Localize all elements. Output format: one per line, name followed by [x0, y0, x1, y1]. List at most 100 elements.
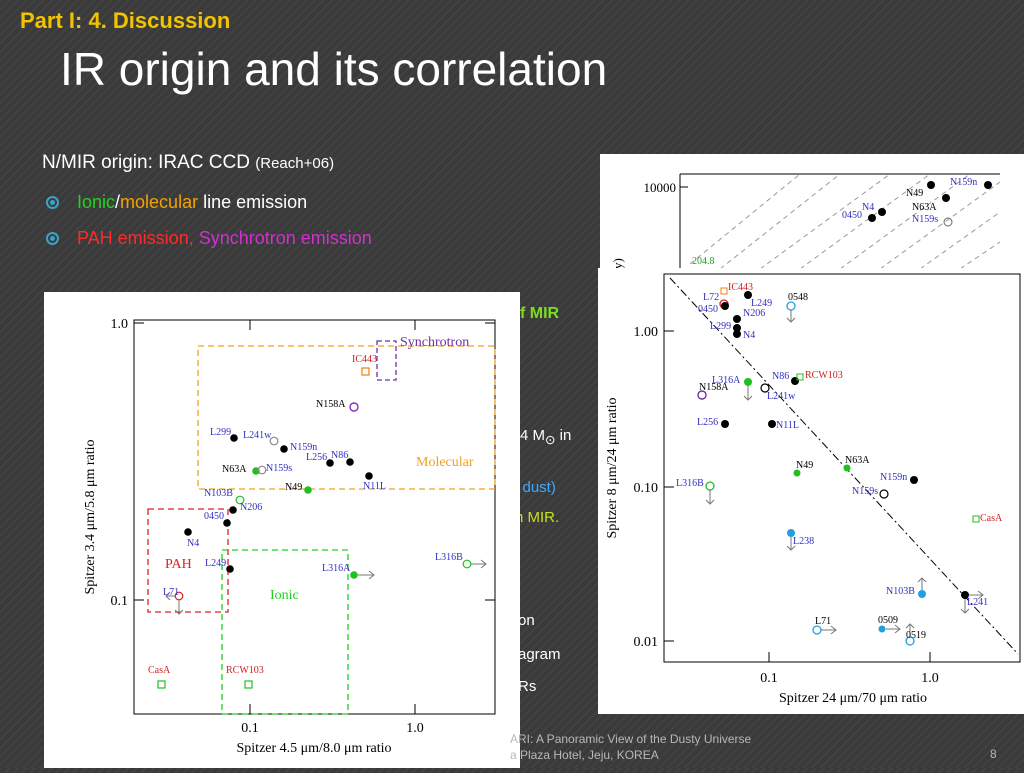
label-n159n: N159n: [880, 472, 907, 483]
point-n4: [878, 208, 886, 216]
point-ic443: [720, 287, 728, 295]
point-n4: [733, 324, 741, 332]
trend-line: [669, 277, 1019, 655]
ionic-text: Ionic: [77, 192, 116, 212]
label-l238: L238: [793, 536, 814, 547]
y-tick-label: 10000: [644, 180, 677, 195]
label-n159s: N159s: [912, 214, 938, 225]
fragment-diagram: agram: [518, 646, 561, 663]
label-0548: 0548: [788, 292, 808, 303]
label-204-8: 204.8: [692, 256, 715, 267]
label-0450: 0450: [204, 511, 224, 522]
x-axis-label: Spitzer 24 μm/70 μm ratio: [779, 691, 927, 706]
label-n103b: N103B: [204, 488, 233, 499]
slide-title: IR origin and its correlation: [60, 43, 608, 95]
plot-frame: [133, 319, 496, 715]
point-n63a: [942, 194, 950, 202]
point-rcw103: [796, 373, 804, 381]
label-n11l: N11L: [776, 420, 799, 431]
label-l241: L241: [967, 597, 988, 608]
fragment-rs: Rs: [518, 678, 537, 695]
label-l249: L249: [205, 558, 226, 569]
ionic-region: [221, 549, 349, 715]
label-n63a: N63A: [845, 455, 870, 466]
label-n49: N49: [796, 460, 813, 471]
axis-ticks: [664, 330, 931, 662]
label-ic443: IC443: [728, 282, 753, 293]
point-l299: [733, 330, 741, 338]
label-l71: L71: [163, 587, 179, 598]
point-l241: [961, 591, 969, 599]
label-n206: N206: [743, 308, 765, 319]
fragment-on: on: [518, 612, 535, 629]
point-n86: [346, 458, 354, 466]
ionic-label: Ionic: [270, 588, 299, 603]
y-tick-label: 0.01: [634, 635, 659, 650]
point-l256: [326, 459, 334, 467]
label-0519: 0519: [906, 630, 926, 641]
point-l241w: [269, 436, 279, 446]
label-l256: L256: [697, 417, 718, 428]
point-l241w: [760, 383, 770, 393]
label-l316a: L316A: [712, 375, 741, 386]
x-tick-label: 1.0: [921, 671, 939, 686]
molecular-text: molecular: [120, 192, 199, 212]
point-l249: [226, 565, 234, 573]
point-n206: [733, 315, 741, 323]
label-ic443: IC443: [352, 354, 377, 365]
pah-text: PAH emission,: [77, 228, 199, 248]
synchrotron-label: Synchrotron: [400, 335, 469, 350]
label-l72: L72: [703, 292, 719, 303]
axis-ticks: [134, 320, 495, 714]
point-0450: [223, 519, 231, 527]
point-n159n: [984, 181, 992, 189]
point-l316b: [705, 481, 715, 491]
fragment-in: in: [555, 427, 572, 444]
synchrotron-region: [376, 340, 397, 381]
label-l241w: L241w: [767, 391, 796, 402]
fragment-mir2: n MIR.: [515, 509, 560, 526]
label-l316b: L316B: [435, 552, 463, 563]
origin-ref: (Reach+06): [255, 155, 335, 172]
arrow-icon: [165, 591, 184, 615]
pah-label: PAH: [165, 557, 192, 572]
plot-frame: [663, 273, 1021, 663]
molecular-label: Molecular: [416, 455, 474, 470]
line-emission-text: line emission: [198, 192, 308, 212]
label-l316a: L316A: [322, 563, 351, 574]
page-number: 8: [990, 747, 997, 761]
point-ic443: [361, 367, 370, 376]
fragment-mass: 4 M⊙ in: [520, 427, 571, 447]
label-n159s: N159s: [266, 463, 292, 474]
label-n206: N206: [240, 502, 262, 513]
pah-region: [147, 508, 229, 613]
point-n11l: [365, 472, 373, 480]
point-l299: [230, 434, 238, 442]
label-l241w: L241w: [243, 430, 272, 441]
label-n159n: N159n: [290, 442, 317, 453]
point-0548: [786, 301, 796, 311]
label-rcw103: RCW103: [226, 665, 264, 676]
point-n49: [793, 469, 801, 477]
flux-plot-svg: 10000 Jy) N159n N49 N63A N4 0450 N159s 2…: [610, 173, 1001, 284]
label-n158a: N158A: [316, 399, 346, 410]
label-0509: 0509: [878, 615, 898, 626]
label-n49: N49: [906, 188, 923, 199]
y-tick-label: 1.00: [634, 325, 659, 340]
label-n49: N49: [285, 482, 302, 493]
bullet-icon: [46, 232, 59, 245]
label-l299: L299: [210, 427, 231, 438]
mir-ratio-plot: 0.1 1.0 1.00 0.10 0.01 Spitzer 24 μm/70 …: [598, 268, 1024, 714]
y-tick-label: 0.10: [634, 481, 659, 496]
point-n49: [927, 181, 935, 189]
bullet-line-emission: Ionic/molecular line emission: [46, 192, 307, 213]
footer-line-2: a Plaza Hotel, Jeju, KOREA: [510, 748, 659, 762]
limit-arrows: [705, 310, 984, 637]
point-casa: [972, 515, 980, 523]
label-l71: L71: [815, 616, 831, 627]
arrow-icon: [471, 559, 487, 569]
label-n11l: N11L: [363, 481, 386, 492]
point-n159s: [257, 465, 267, 475]
origin-heading: N/MIR origin: IRAC CCD (Reach+06): [42, 152, 334, 174]
y-axis-label: Spitzer 3.4 μm/5.8 μm ratio: [83, 440, 98, 595]
